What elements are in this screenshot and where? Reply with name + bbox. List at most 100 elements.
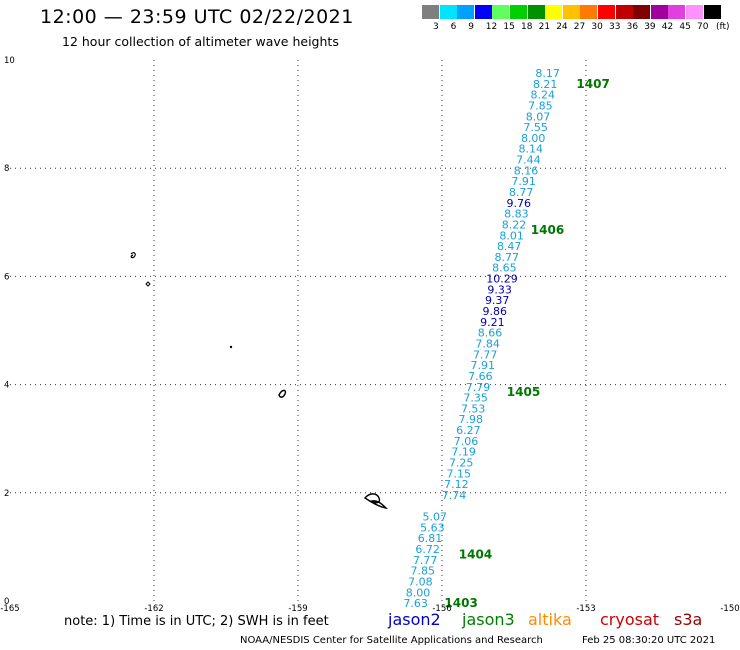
legend-label: 36 bbox=[626, 22, 639, 32]
x-tick-label: -165 bbox=[0, 604, 19, 614]
swh-value: 7.44 bbox=[516, 154, 541, 167]
swh-value: 9.37 bbox=[485, 294, 510, 307]
legend-label: 39 bbox=[644, 22, 656, 32]
legend-label: 45 bbox=[679, 22, 691, 32]
legend-swatch bbox=[527, 5, 545, 19]
swh-value: 7.77 bbox=[473, 348, 498, 361]
swh-value: 8.16 bbox=[514, 164, 539, 177]
swh-value: 7.91 bbox=[471, 359, 496, 372]
swh-value: 7.85 bbox=[528, 99, 553, 112]
swh-value: 9.33 bbox=[487, 283, 512, 296]
legend-unit: (ft) bbox=[716, 22, 730, 32]
swh-value: 9.76 bbox=[507, 197, 532, 210]
legend-label: 70 bbox=[697, 22, 709, 32]
legend-swatch bbox=[422, 5, 439, 19]
swh-point-group: 8.178.218.247.858.077.558.008.147.448.16… bbox=[403, 67, 559, 610]
satellite-jason2: jason2 bbox=[388, 610, 441, 629]
island-outline bbox=[130, 252, 136, 259]
time-label-group: 1407 1406 1405 1404 1403 bbox=[444, 77, 609, 610]
legend-label: 30 bbox=[591, 22, 603, 32]
legend-swatch bbox=[545, 5, 563, 19]
swh-value: 8.22 bbox=[502, 218, 527, 231]
swh-value: 10.29 bbox=[486, 273, 518, 286]
swh-value: 7.25 bbox=[449, 457, 474, 470]
swh-value: 9.21 bbox=[480, 316, 505, 329]
swh-value: 8.17 bbox=[535, 67, 560, 80]
swh-value: 8.07 bbox=[526, 110, 551, 123]
generated-timestamp: Feb 25 08:30:20 UTC 2021 bbox=[582, 635, 716, 646]
y-tick-label: 0 bbox=[4, 597, 9, 607]
chart-subtitle: 12 hour collection of altimeter wave hei… bbox=[62, 34, 339, 49]
swh-value: 8.77 bbox=[495, 251, 520, 264]
swh-value: 6.81 bbox=[418, 532, 443, 545]
swh-value: 7.35 bbox=[463, 392, 488, 405]
legend-swatch bbox=[457, 5, 475, 19]
swh-value: 7.19 bbox=[451, 446, 476, 459]
island-outline bbox=[363, 493, 389, 510]
swh-value: 8.24 bbox=[531, 89, 556, 102]
legend-label: 3 bbox=[433, 22, 439, 32]
time-label: 1406 bbox=[531, 223, 564, 237]
swh-value: 8.00 bbox=[406, 586, 431, 599]
satellite-altika: altika bbox=[528, 610, 572, 629]
legend-swatch bbox=[650, 5, 668, 19]
swh-value: 7.91 bbox=[511, 175, 536, 188]
legend-swatch bbox=[598, 5, 615, 19]
legend-label: 33 bbox=[609, 22, 621, 32]
satellite-s3a: s3a bbox=[674, 610, 703, 629]
legend-label: 42 bbox=[661, 22, 674, 32]
legend-label: 24 bbox=[556, 22, 568, 32]
legend-label: 15 bbox=[503, 22, 515, 32]
swh-value: 8.66 bbox=[478, 327, 503, 340]
swh-value: 9.86 bbox=[483, 305, 508, 318]
legend-label: 12 bbox=[485, 22, 498, 32]
swh-value: 7.15 bbox=[447, 467, 472, 480]
legend-label: 9 bbox=[468, 22, 474, 32]
swh-value: 8.77 bbox=[509, 186, 534, 199]
x-tick-label: -159 bbox=[288, 604, 307, 614]
legend-swatch bbox=[439, 5, 457, 19]
swh-value: 7.74 bbox=[442, 489, 467, 502]
legend-swatch bbox=[703, 5, 721, 19]
footer-note: note: 1) Time is in UTC; 2) SWH is in fe… bbox=[64, 614, 329, 629]
legend-swatch bbox=[580, 5, 598, 19]
time-label: 1405 bbox=[507, 385, 540, 399]
swh-value: 8.65 bbox=[492, 262, 517, 275]
x-tick-label: -153 bbox=[576, 604, 595, 614]
chart-title: 12:00 — 23:59 UTC 02/22/2021 bbox=[40, 6, 354, 28]
chart-grid bbox=[10, 60, 730, 601]
swh-value: 6.72 bbox=[415, 543, 440, 556]
swh-value: 7.98 bbox=[459, 413, 484, 426]
legend-swatch bbox=[474, 5, 492, 19]
time-label: 1407 bbox=[576, 77, 609, 91]
y-tick-label: 4 bbox=[4, 381, 9, 391]
island-outline bbox=[278, 389, 287, 398]
y-tick-label: 2 bbox=[4, 489, 9, 499]
legend-swatch bbox=[510, 5, 527, 19]
credit-line: NOAA/NESDIS Center for Satellite Applica… bbox=[240, 635, 543, 646]
swh-value: 7.53 bbox=[461, 402, 486, 415]
swh-value: 5.63 bbox=[420, 521, 445, 534]
legend-swatch bbox=[492, 5, 510, 19]
time-label: 1403 bbox=[444, 596, 477, 610]
legend-label: 21 bbox=[538, 22, 551, 32]
x-tick-label: -156 bbox=[432, 604, 451, 614]
x-tick-label: -150 bbox=[720, 604, 739, 614]
swh-value: 5.07 bbox=[423, 511, 448, 524]
swh-value: 7.55 bbox=[523, 121, 548, 134]
legend-swatch bbox=[633, 5, 651, 19]
swh-value: 8.21 bbox=[533, 78, 558, 91]
swh-value: 7.85 bbox=[411, 565, 436, 578]
island-outline bbox=[229, 345, 233, 349]
y-tick-label: 10 bbox=[4, 56, 15, 66]
island-outline bbox=[145, 281, 151, 287]
time-label: 1404 bbox=[459, 547, 492, 561]
legend-swatch bbox=[562, 5, 580, 19]
swh-value: 7.66 bbox=[468, 370, 493, 383]
swh-value: 6.27 bbox=[456, 424, 481, 437]
legend-label: 6 bbox=[450, 22, 457, 32]
legend-label: 18 bbox=[521, 22, 533, 32]
legend-swatch bbox=[615, 5, 633, 19]
x-tick-label: -162 bbox=[144, 604, 163, 614]
